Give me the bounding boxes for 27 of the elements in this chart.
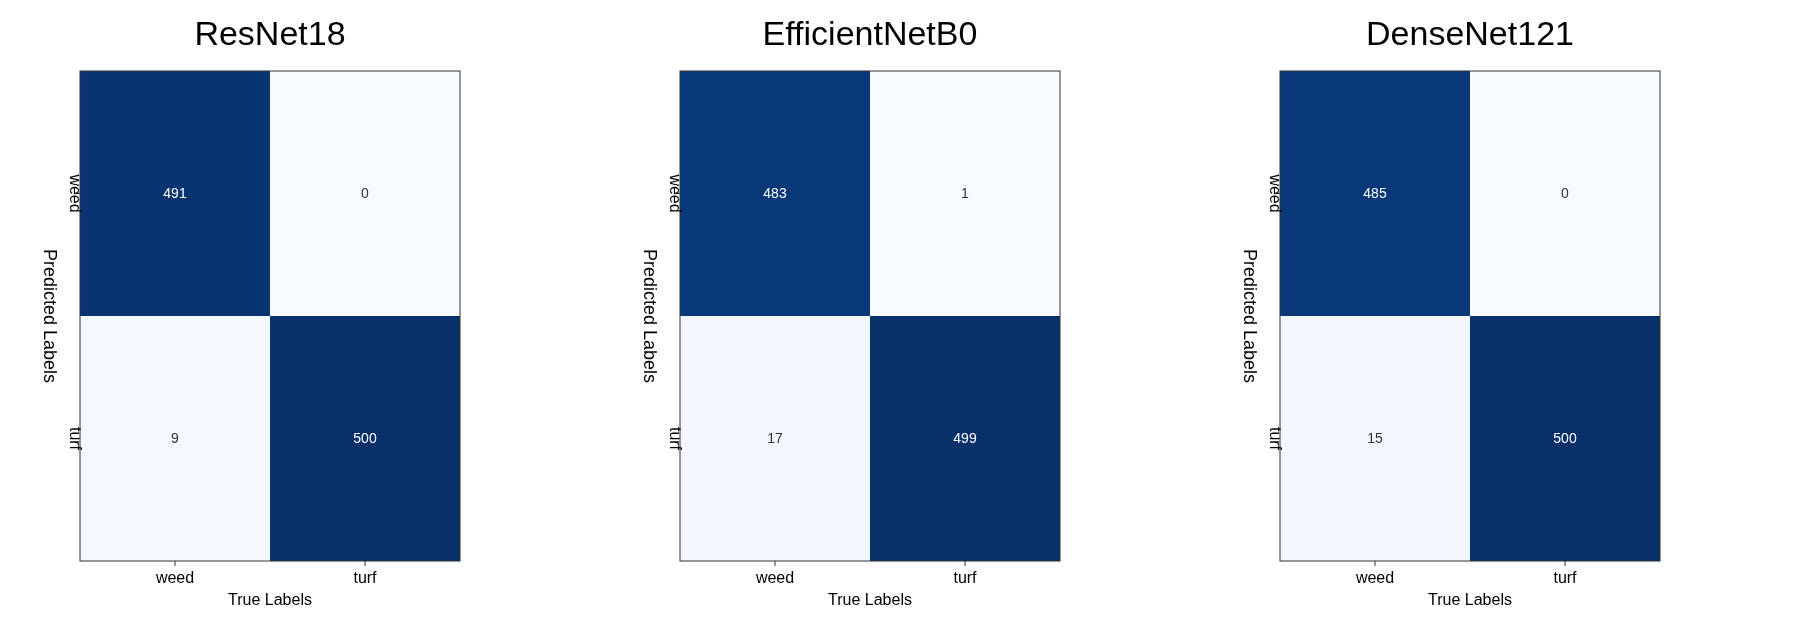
chart-title: EfficientNetB0 (762, 14, 978, 52)
data-label: 500 (353, 430, 377, 447)
y-axis-title: Predicted Labels (640, 248, 660, 384)
chart-title: DenseNet121 (1366, 14, 1574, 52)
y-axis-title: Predicted Labels (1240, 248, 1260, 384)
data-label: 499 (953, 430, 977, 447)
x-tick-label: turf (953, 569, 978, 586)
x-tick-label: weed (754, 569, 795, 586)
data-label: 0 (1561, 185, 1570, 202)
x-tick-label: turf (1553, 569, 1578, 586)
data-label: 491 (163, 185, 187, 202)
x-tick-label: weed (154, 569, 195, 586)
x-axis-title: True Labels (828, 591, 912, 608)
data-label: 500 (1553, 430, 1577, 447)
x-axis-title: True Labels (228, 591, 312, 608)
data-label: 0 (361, 185, 370, 202)
data-label: 17 (767, 430, 783, 447)
data-label: 483 (763, 185, 787, 202)
chart-title: ResNet18 (194, 14, 346, 52)
data-label: 1 (961, 185, 970, 202)
data-label: 15 (1367, 430, 1383, 447)
x-tick-label: weed (1354, 569, 1395, 586)
data-label: 485 (1363, 185, 1387, 202)
data-label: 9 (171, 430, 180, 447)
y-axis-title: Predicted Labels (40, 248, 60, 384)
x-axis-title: True Labels (1428, 591, 1512, 608)
x-tick-label: turf (353, 569, 378, 586)
